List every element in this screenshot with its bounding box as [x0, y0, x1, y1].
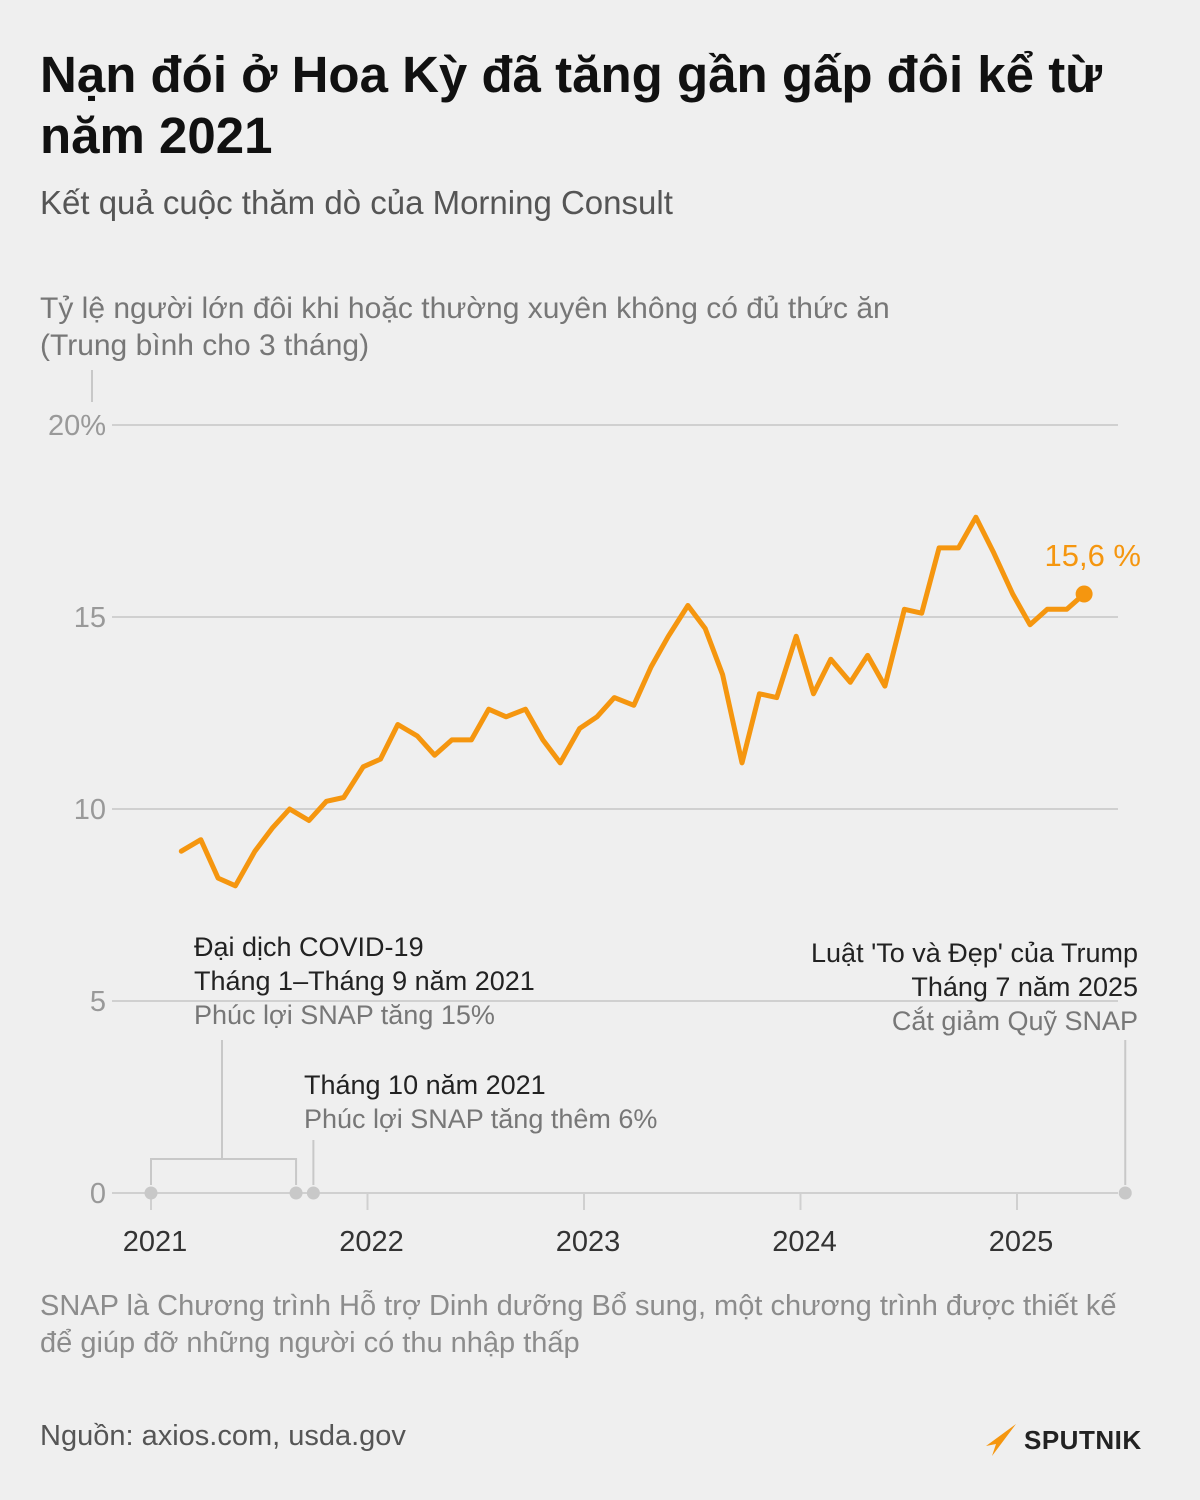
source-text: Nguồn: axios.com, usda.gov [40, 1420, 406, 1452]
x-tick-label-2023: 2023 [556, 1226, 621, 1258]
event-marker-jul-2025 [1118, 1186, 1132, 1200]
y-tick-label-0: 0 [90, 1178, 106, 1210]
series-line [178, 514, 1087, 889]
page-subtitle: Kết quả cuộc thăm dò của Morning Consult [40, 184, 673, 221]
event-marker-oct-2021 [306, 1186, 320, 1200]
y-tick-label-10: 10 [74, 794, 106, 826]
annotation-oct-2021: Tháng 10 năm 2021 Phúc lợi SNAP tăng thê… [304, 1068, 657, 1136]
line-chart: 20% 15 10 5 0 2021 2022 2023 2024 2025 15,6 % [48, 370, 1141, 1258]
annotation-oct-2021-period: Tháng 10 năm 2021 [304, 1070, 546, 1100]
x-tick-label-2021: 2021 [123, 1226, 188, 1258]
annotation-trump-note: Cắt giảm Quỹ SNAP [891, 1006, 1138, 1036]
x-tick-label-2022: 2022 [339, 1226, 404, 1258]
annotation-trump: Luật 'To và Đẹp' của Trump Tháng 7 năm 2… [811, 936, 1138, 1038]
y-axis-label-line-2: (Trung bình cho 3 tháng) [40, 329, 370, 362]
y-axis-label: Tỷ lệ người lớn đôi khi hoặc thường xuyê… [40, 290, 1040, 364]
y-tick-label-15: 15 [74, 602, 106, 634]
y-tick-label-5: 5 [90, 986, 106, 1018]
event-marker-covid-end [289, 1186, 303, 1200]
annotation-covid-title: Đại dịch COVID-19 [194, 932, 424, 962]
annotation-oct-2021-note: Phúc lợi SNAP tăng thêm 6% [304, 1104, 658, 1134]
sputnik-logo-icon [986, 1424, 1016, 1456]
annotation-covid-note: Phúc lợi SNAP tăng 15% [194, 1000, 495, 1030]
sputnik-logo[interactable]: SPUTNIK [982, 1420, 1142, 1460]
annotation-trump-title: Luật 'To và Đẹp' của Trump [811, 938, 1138, 968]
x-tick-label-2024: 2024 [772, 1226, 837, 1258]
annotation-covid: Đại dịch COVID-19 Tháng 1–Tháng 9 năm 20… [194, 930, 535, 1032]
footnote: SNAP là Chương trình Hỗ trợ Dinh dưỡng B… [40, 1290, 1117, 1359]
covid-bracket [150, 1158, 298, 1185]
annotation-trump-period: Tháng 7 năm 2025 [911, 972, 1138, 1002]
y-tick-label-20: 20% [48, 410, 106, 442]
y-axis-label-line-1: Tỷ lệ người lớn đôi khi hoặc thường xuyê… [40, 292, 890, 325]
last-point-marker [1075, 585, 1093, 603]
annotation-covid-period: Tháng 1–Tháng 9 năm 2021 [194, 966, 535, 996]
page-title: Nạn đói ở Hoa Kỳ đã tăng gần gấp đôi kể … [40, 46, 1103, 164]
x-tick-label-2025: 2025 [989, 1226, 1054, 1258]
sputnik-logo-text: SPUTNIK [1024, 1424, 1142, 1455]
event-marker-covid-start [144, 1186, 158, 1200]
last-value-label: 15,6 % [1044, 538, 1141, 573]
